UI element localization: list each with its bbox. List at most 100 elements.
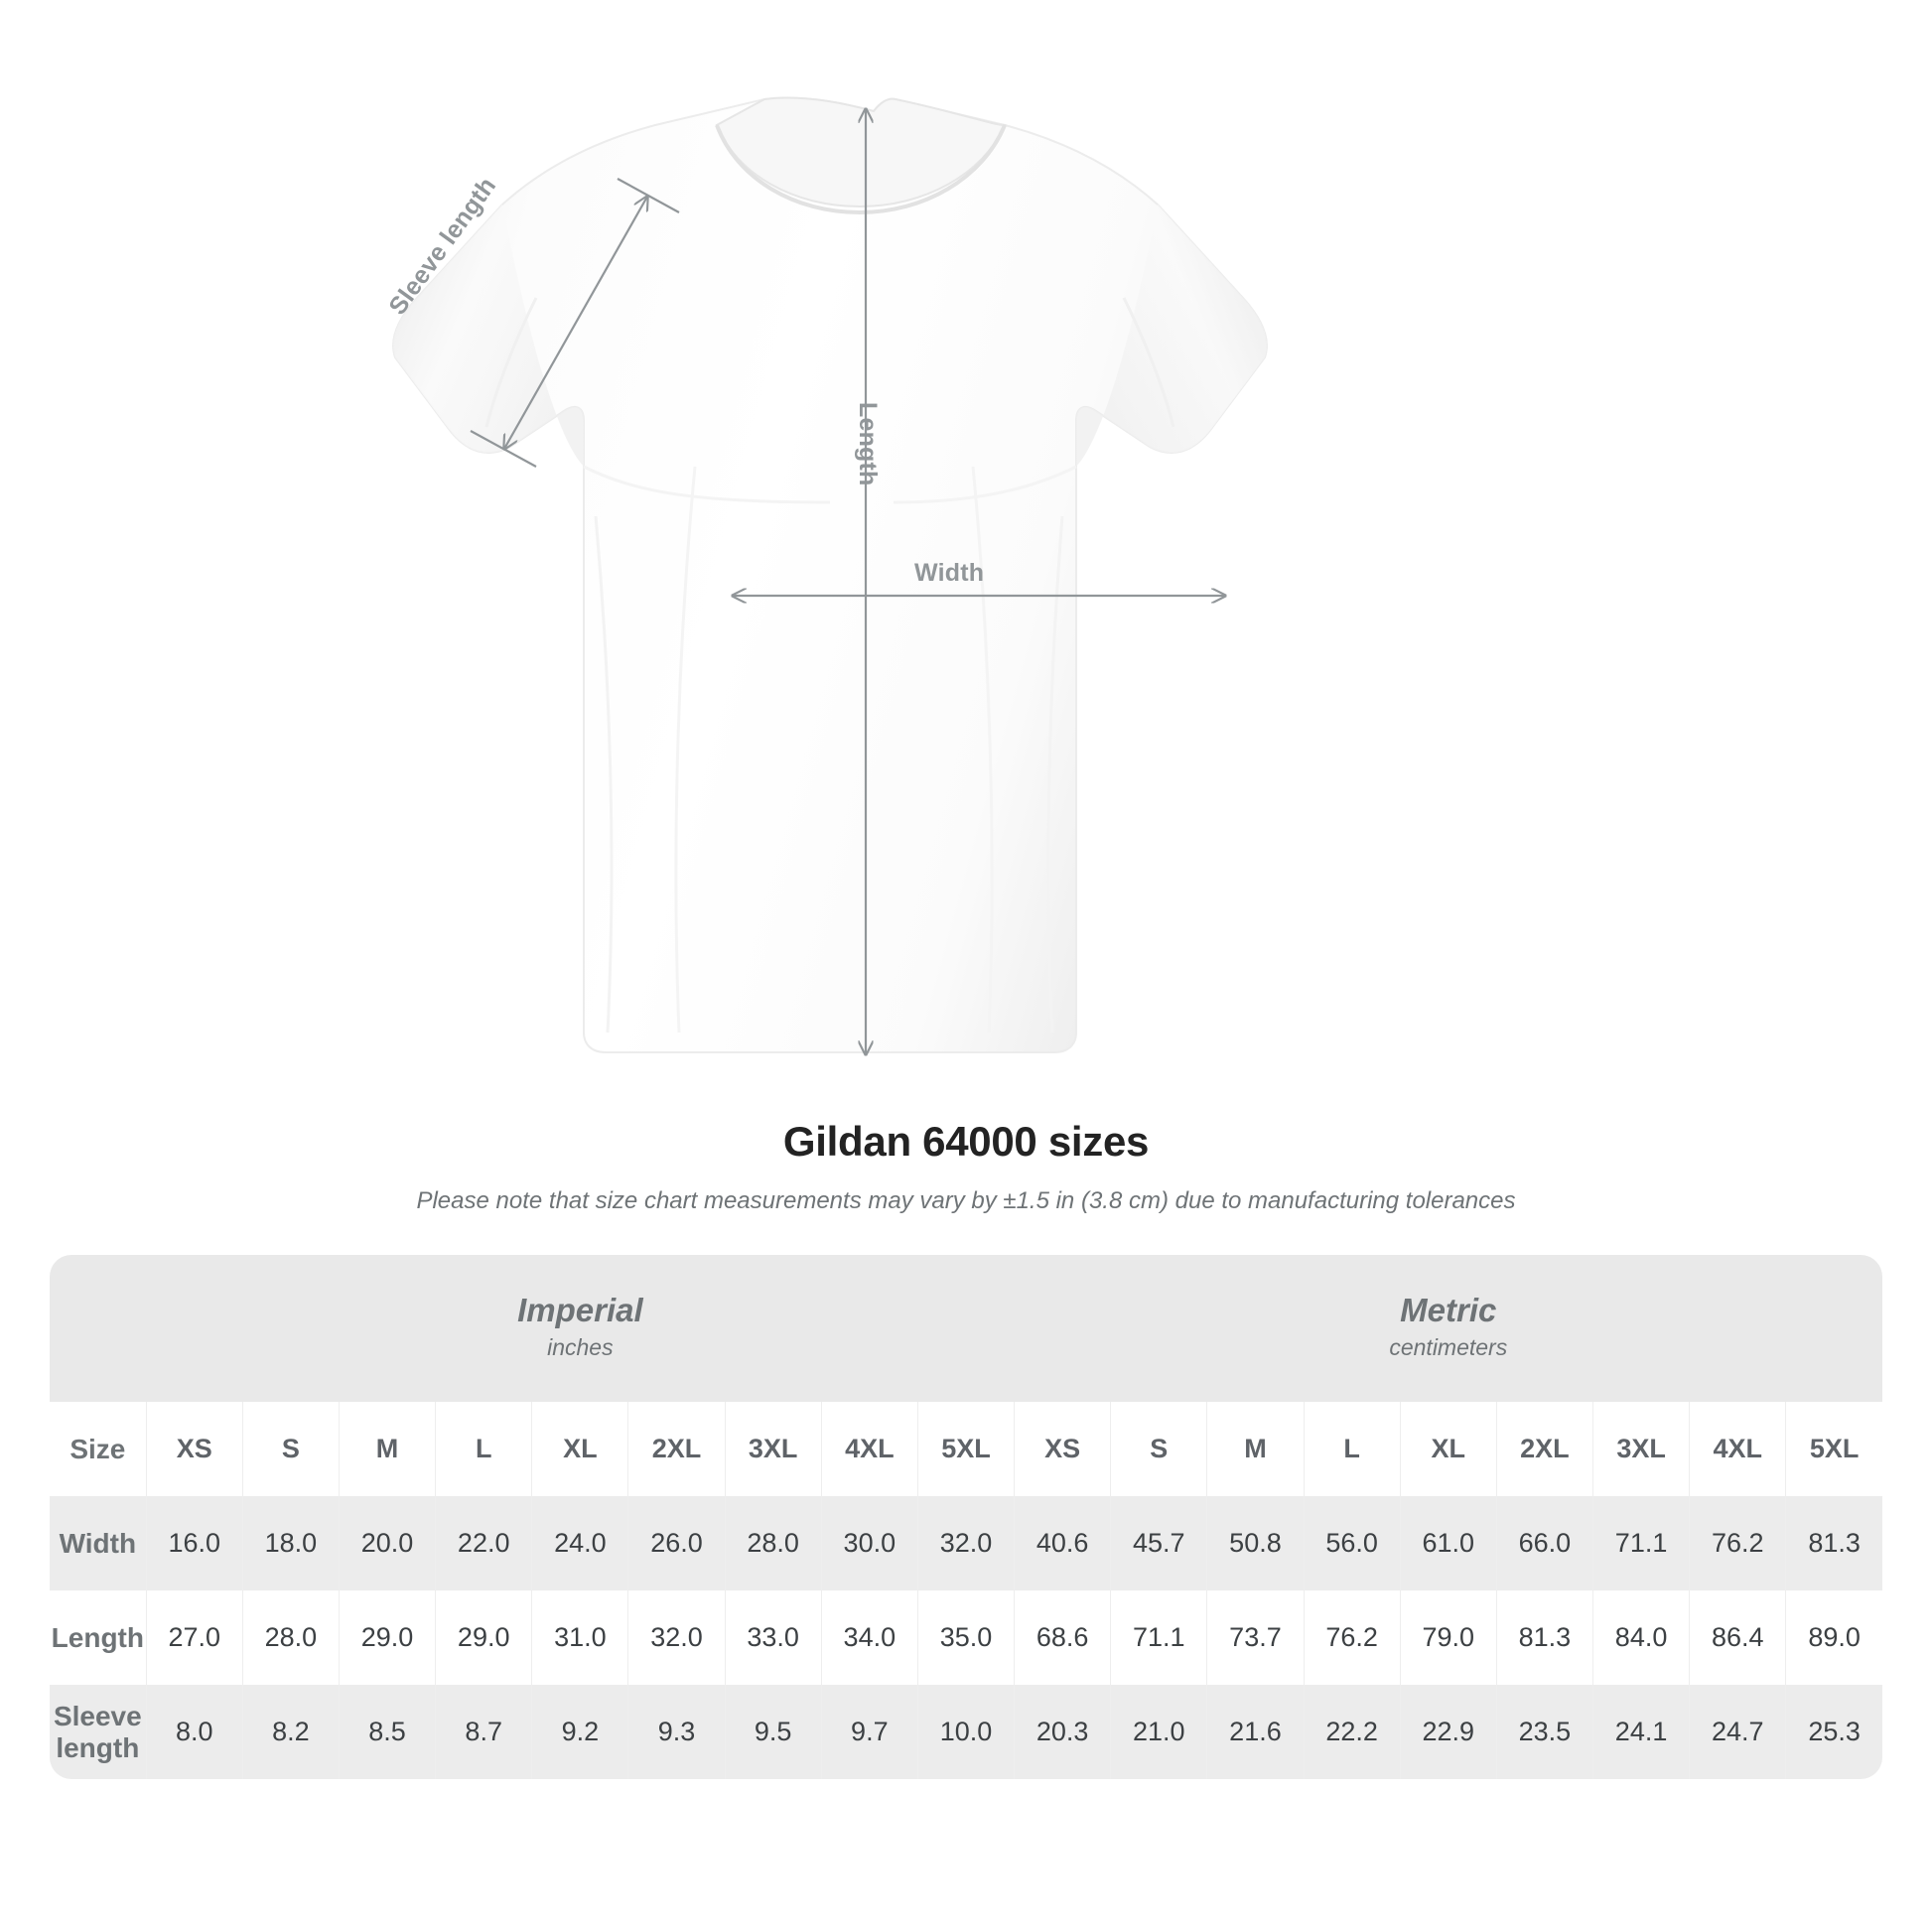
cell-length-imperial-2xl: 32.0 [627, 1590, 726, 1685]
cell-width-imperial-m: 20.0 [338, 1496, 436, 1590]
row-label-sleeve-length: Sleeve length [50, 1685, 147, 1779]
size-header-row: Size XS S M L XL 2XL 3XL 4XL 5XL XS S M … [50, 1402, 1882, 1496]
col-head-imperial-xl: XL [531, 1402, 628, 1496]
row-label-length: Length [50, 1590, 147, 1685]
cell-length-metric-xs: 68.6 [1014, 1590, 1111, 1685]
unit-header-row: Imperial inches Metric centimeters [50, 1255, 1882, 1402]
cell-width-imperial-4xl: 30.0 [820, 1496, 918, 1590]
width-label: Width [914, 559, 985, 587]
sleeve-tick-bottom [470, 430, 537, 468]
sleeve-tick-top [617, 178, 680, 213]
cell-sleeve-metric-3xl: 24.1 [1591, 1685, 1690, 1779]
col-head-imperial-4xl: 4XL [820, 1402, 918, 1496]
cell-width-metric-4xl: 76.2 [1689, 1496, 1786, 1590]
col-head-metric-2xl: 2XL [1495, 1402, 1593, 1496]
tshirt-illustration [392, 96, 1268, 1112]
cell-sleeve-metric-4xl: 24.7 [1689, 1685, 1786, 1779]
cell-width-imperial-2xl: 26.0 [627, 1496, 726, 1590]
metric-label: Metric [1400, 1291, 1497, 1328]
cell-sleeve-metric-s: 21.0 [1110, 1685, 1207, 1779]
cell-sleeve-metric-m: 21.6 [1206, 1685, 1305, 1779]
cell-width-imperial-5xl: 32.0 [916, 1496, 1015, 1590]
col-head-imperial-m: M [338, 1402, 436, 1496]
cell-length-metric-3xl: 84.0 [1591, 1590, 1690, 1685]
cell-width-imperial-s: 18.0 [241, 1496, 340, 1590]
cell-width-imperial-3xl: 28.0 [724, 1496, 822, 1590]
col-head-imperial-5xl: 5XL [916, 1402, 1015, 1496]
cell-length-metric-l: 76.2 [1303, 1590, 1401, 1685]
cell-length-metric-5xl: 89.0 [1785, 1590, 1882, 1685]
cell-width-metric-m: 50.8 [1206, 1496, 1305, 1590]
cell-width-metric-5xl: 81.3 [1785, 1496, 1882, 1590]
cell-sleeve-imperial-xs: 8.0 [145, 1685, 243, 1779]
cell-length-imperial-4xl: 34.0 [820, 1590, 918, 1685]
cell-width-metric-xs: 40.6 [1014, 1496, 1111, 1590]
table-row: Sleeve length 8.0 8.2 8.5 8.7 9.2 9.3 9.… [50, 1685, 1882, 1779]
cell-width-metric-3xl: 71.1 [1591, 1496, 1690, 1590]
cell-width-metric-l: 56.0 [1303, 1496, 1401, 1590]
cell-sleeve-imperial-3xl: 9.5 [724, 1685, 822, 1779]
cell-width-imperial-xs: 16.0 [145, 1496, 243, 1590]
cell-sleeve-imperial-5xl: 10.0 [916, 1685, 1015, 1779]
col-head-imperial-xs: XS [145, 1402, 243, 1496]
cell-sleeve-metric-2xl: 23.5 [1495, 1685, 1593, 1779]
sleeve-dimension-line [504, 197, 647, 449]
col-head-imperial-l: L [435, 1402, 532, 1496]
dimension-lines [470, 109, 1225, 1054]
cell-sleeve-imperial-l: 8.7 [435, 1685, 532, 1779]
row-label-width: Width [50, 1496, 147, 1590]
cell-length-imperial-5xl: 35.0 [916, 1590, 1015, 1685]
tshirt-diagram: Sleeve length Length Width [383, 96, 1268, 1112]
tshirt-shape [392, 96, 1268, 1053]
col-head-imperial-3xl: 3XL [724, 1402, 822, 1496]
imperial-unit-header: Imperial inches [146, 1255, 1015, 1402]
page-title: Gildan 64000 sizes [782, 1118, 1150, 1165]
cell-sleeve-metric-l: 22.2 [1303, 1685, 1401, 1779]
cell-length-metric-4xl: 86.4 [1689, 1590, 1786, 1685]
cell-length-metric-2xl: 81.3 [1495, 1590, 1593, 1685]
tolerance-note: Please note that size chart measurements… [416, 1187, 1516, 1214]
cell-width-imperial-xl: 24.0 [531, 1496, 628, 1590]
cell-sleeve-metric-xl: 22.9 [1399, 1685, 1497, 1779]
cell-length-imperial-s: 28.0 [241, 1590, 340, 1685]
col-head-imperial-2xl: 2XL [627, 1402, 726, 1496]
cell-length-imperial-xl: 31.0 [531, 1590, 628, 1685]
table-row: Length 27.0 28.0 29.0 29.0 31.0 32.0 33.… [50, 1590, 1882, 1685]
col-head-metric-4xl: 4XL [1689, 1402, 1786, 1496]
cell-sleeve-imperial-2xl: 9.3 [627, 1685, 726, 1779]
cell-sleeve-imperial-4xl: 9.7 [820, 1685, 918, 1779]
cell-length-imperial-xs: 27.0 [145, 1590, 243, 1685]
unit-corner-cell [50, 1255, 147, 1402]
col-head-metric-3xl: 3XL [1591, 1402, 1690, 1496]
cell-width-imperial-l: 22.0 [435, 1496, 532, 1590]
col-head-imperial-s: S [241, 1402, 340, 1496]
chart-heading: Gildan 64000 sizes Please note that size… [0, 1118, 1932, 1215]
col-head-metric-xs: XS [1014, 1402, 1111, 1496]
cell-width-metric-xl: 61.0 [1399, 1496, 1497, 1590]
cell-width-metric-s: 45.7 [1110, 1496, 1207, 1590]
cell-sleeve-imperial-s: 8.2 [241, 1685, 340, 1779]
cell-sleeve-imperial-xl: 9.2 [531, 1685, 628, 1779]
col-head-metric-s: S [1110, 1402, 1207, 1496]
size-table: Imperial inches Metric centimeters Size … [50, 1255, 1882, 1779]
cell-length-imperial-l: 29.0 [435, 1590, 532, 1685]
size-header-label: Size [50, 1402, 147, 1496]
cell-length-metric-m: 73.7 [1206, 1590, 1305, 1685]
col-head-metric-xl: XL [1399, 1402, 1497, 1496]
imperial-label: Imperial [517, 1291, 643, 1328]
col-head-metric-5xl: 5XL [1785, 1402, 1882, 1496]
imperial-sublabel: inches [547, 1333, 614, 1360]
col-head-metric-m: M [1206, 1402, 1305, 1496]
cell-length-metric-s: 71.1 [1110, 1590, 1207, 1685]
table-row: Width 16.0 18.0 20.0 22.0 24.0 26.0 28.0… [50, 1496, 1882, 1590]
cell-sleeve-metric-5xl: 25.3 [1785, 1685, 1882, 1779]
metric-sublabel: centimeters [1389, 1333, 1508, 1360]
cell-length-imperial-m: 29.0 [338, 1590, 436, 1685]
cell-sleeve-metric-xs: 20.3 [1014, 1685, 1111, 1779]
cell-width-metric-2xl: 66.0 [1495, 1496, 1593, 1590]
cell-sleeve-imperial-m: 8.5 [338, 1685, 436, 1779]
length-label: Length [854, 402, 882, 486]
cell-length-imperial-3xl: 33.0 [724, 1590, 822, 1685]
cell-length-metric-xl: 79.0 [1399, 1590, 1497, 1685]
